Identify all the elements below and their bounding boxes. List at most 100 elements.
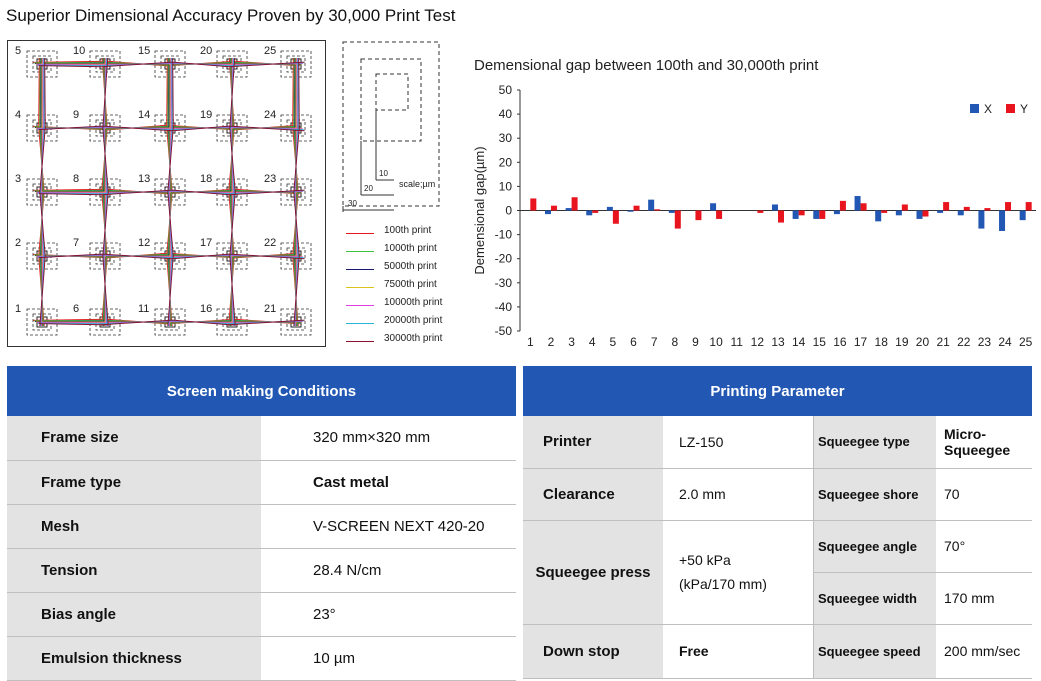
print-table-header: Printing Parameter — [523, 366, 1032, 416]
mesh-value: V-SCREEN NEXT 420-20 — [261, 504, 516, 549]
clearance-label: Clearance — [523, 468, 663, 521]
bar-x-23 — [978, 210, 985, 229]
legend-swatch-y — [1006, 104, 1015, 113]
bar-x-8 — [668, 210, 675, 213]
print-trace-7 — [38, 57, 305, 327]
legend-label-6: 20000th print — [384, 315, 443, 326]
clearance-value: 2.0 mm — [663, 468, 814, 521]
legend-swatch-x — [970, 104, 979, 113]
grid-number-16: 16 — [200, 303, 212, 315]
squeegee-angle-value: 70° — [936, 520, 1032, 573]
grid-number-20: 20 — [200, 45, 212, 57]
squeegee-press-label: Squeegee press — [523, 520, 663, 625]
bar-y-3 — [571, 197, 578, 211]
x-tick-22: 22 — [957, 335, 971, 348]
mesh-label: Mesh — [7, 504, 261, 549]
x-tick-7: 7 — [651, 335, 658, 348]
grid-number-3: 3 — [15, 173, 21, 185]
x-tick-11: 11 — [730, 335, 743, 348]
x-tick-4: 4 — [589, 335, 596, 348]
legend-label-y: Y — [1020, 102, 1028, 116]
x-tick-1: 1 — [527, 335, 534, 348]
legend-row-2: 1000th print — [340, 243, 450, 261]
legend-swatch-2 — [346, 251, 374, 252]
grid-number-23: 23 — [264, 173, 276, 185]
legend-swatch-6 — [346, 323, 374, 324]
squeegee-type-label: Squeegee type — [813, 416, 936, 469]
y-tick-20: 20 — [499, 155, 513, 169]
chart-title: Demensional gap between 100th and 30,000… — [474, 57, 819, 74]
y-tick--30: -30 — [495, 276, 513, 290]
bar-y-24 — [1005, 202, 1012, 211]
squeegee-speed-label: Squeegee speed — [813, 624, 936, 679]
x-tick-21: 21 — [936, 335, 950, 348]
frame-size-value: 320 mm×320 mm — [261, 416, 516, 461]
x-tick-19: 19 — [895, 335, 909, 348]
emulsion-thickness-label: Emulsion thickness — [7, 636, 261, 681]
dimensional-gap-bar-chart: 50 40 30 20 10 0 -10 -20 -30 -40 -50 Demensional ga… — [472, 83, 1036, 348]
bar-y-16 — [839, 200, 846, 211]
bar-y-14 — [798, 210, 805, 216]
bar-x-3 — [565, 208, 572, 211]
squeegee-press-value-line2: (kPa/170 mm) — [679, 576, 767, 592]
x-tick-9: 9 — [692, 335, 699, 348]
x-tick-12: 12 — [751, 335, 765, 348]
screen-table-header: Screen making Conditions — [7, 366, 516, 416]
bar-y-8 — [674, 210, 681, 229]
frame-type-label: Frame type — [7, 460, 261, 505]
squeegee-width-value: 170 mm — [936, 572, 1032, 625]
bias-angle-label: Bias angle — [7, 592, 261, 637]
bar-x-19 — [895, 210, 902, 216]
grid-number-1: 1 — [15, 303, 21, 315]
grid-number-7: 7 — [73, 237, 79, 249]
grid-number-10: 10 — [73, 45, 85, 57]
y-tick-50: 50 — [499, 83, 513, 97]
squeegee-width-label: Squeegee width — [813, 572, 936, 625]
y-tick-30: 30 — [499, 131, 513, 145]
squeegee-speed-value: 200 mm/sec — [936, 624, 1032, 679]
bar-y-5 — [612, 210, 619, 224]
bar-x-5 — [606, 206, 613, 211]
down-stop-value: Free — [663, 624, 814, 679]
legend-label-4: 7500th print — [384, 279, 437, 290]
bar-x-18 — [875, 210, 882, 222]
legend-label-3: 5000th print — [384, 261, 437, 272]
grid-number-24: 24 — [264, 109, 276, 121]
printer-value: LZ-150 — [663, 416, 814, 469]
bar-y-4 — [592, 210, 599, 213]
bar-y-7 — [654, 209, 661, 211]
bar-x-14 — [792, 210, 799, 219]
printer-label: Printer — [523, 416, 663, 469]
bar-y-20 — [922, 210, 929, 217]
bar-x-15 — [813, 210, 820, 219]
bar-y-18 — [881, 210, 888, 213]
legend-label-x: X — [984, 102, 992, 116]
x-tick-13: 13 — [771, 335, 785, 348]
scale-label: scale;µm — [399, 179, 435, 189]
bar-y-2 — [550, 205, 557, 211]
legend-swatch-4 — [346, 287, 374, 288]
y-tick--10: -10 — [495, 228, 513, 242]
grid-number-18: 18 — [200, 173, 212, 185]
x-tick-25: 25 — [1019, 335, 1033, 348]
legend-label-1: 100th print — [384, 225, 432, 236]
tension-label: Tension — [7, 548, 261, 593]
grid-number-8: 8 — [73, 173, 79, 185]
bar-y-23 — [984, 208, 991, 211]
bar-y-15 — [819, 210, 826, 219]
print-trace-4 — [36, 58, 302, 326]
scale-mark-30: 30 — [348, 199, 357, 208]
squeegee-press-value: +50 kPa (kPa/170 mm) — [663, 520, 814, 625]
legend-row-5: 10000th print — [340, 297, 450, 315]
bar-y-13 — [778, 210, 784, 223]
grid-number-6: 6 — [73, 303, 79, 315]
legend-swatch-5 — [346, 305, 374, 306]
y-tick--20: -20 — [495, 252, 513, 266]
bar-x-6 — [627, 210, 634, 212]
bar-y-9 — [695, 210, 702, 221]
bar-x-21 — [937, 210, 944, 213]
x-tick-20: 20 — [916, 335, 930, 348]
x-tick-14: 14 — [792, 335, 806, 348]
print-trace-6 — [37, 57, 304, 327]
grid-number-9: 9 — [73, 109, 79, 121]
